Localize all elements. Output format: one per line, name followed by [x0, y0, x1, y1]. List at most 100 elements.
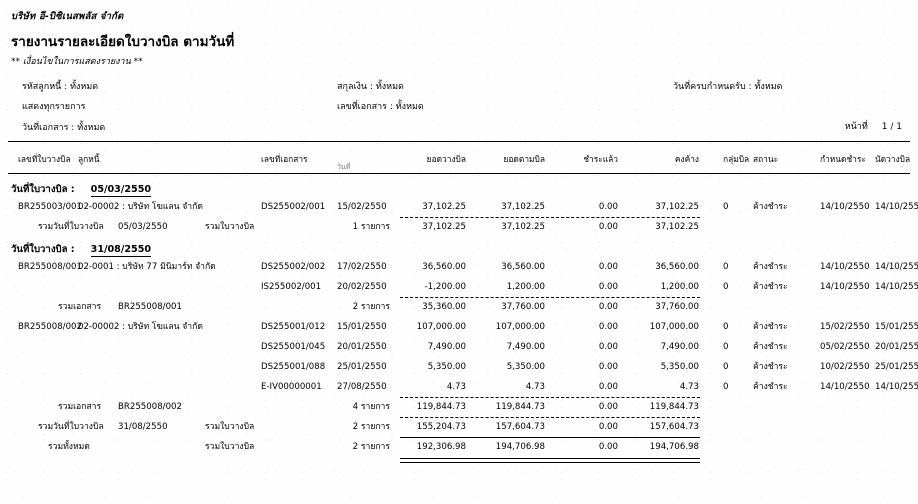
bill-date-group-value: 05/03/2550 [90, 184, 152, 197]
cell-bill-date: 14/10/2550 [875, 262, 918, 272]
bill-date-total-paid: 0.00 [598, 222, 618, 232]
cell-balance: 4.73 [679, 382, 699, 392]
bill-date-total-balance: 37,102.25 [655, 222, 699, 232]
doc-subtotal-ref: BR255008/001 [118, 302, 182, 312]
cell-amount-bill: 5,350.00 [427, 362, 466, 372]
column-header-amt_bill: ยอดวางบิล [426, 154, 466, 164]
cell-due-date: 10/02/2550 [820, 362, 870, 372]
cell-due-date: 14/10/2550 [820, 282, 870, 292]
cell-bill-group: 0 [723, 382, 729, 392]
doc-subtotal-label: รวมเอกสาร [58, 302, 102, 312]
cell-doc-no: DS255002/001 [261, 202, 326, 212]
bill-date-total-mid-label: รวมใบวางบิล [205, 222, 255, 232]
cell-bill-group: 0 [723, 322, 729, 332]
status-badge: ค้างชำระ [753, 342, 788, 352]
cell-bill-no: BR255008/002 [18, 322, 82, 332]
grand-total-amount-bill: 192,306.98 [416, 442, 466, 452]
cell-amount-due: 107,000.00 [495, 322, 545, 332]
cell-doc-date: 20/02/2550 [337, 282, 387, 292]
cell-amount-due: 4.73 [525, 382, 545, 392]
cell-doc-date: 15/01/2550 [337, 322, 387, 332]
cell-doc-no: DS255002/002 [261, 262, 326, 272]
column-header-group: กลุ่มบิล [723, 154, 750, 164]
doc-subtotal-count: 2 รายการ [352, 302, 390, 312]
cell-bill-group: 0 [723, 342, 729, 352]
column-header-status: สถานะ [753, 154, 779, 164]
bill-date-total-amount-bill: 37,102.25 [422, 222, 466, 232]
header-divider-bottom [8, 173, 910, 174]
doc-subtotal-amount-bill: 35,360.00 [422, 302, 466, 312]
doc-subtotal-label: รวมเอกสาร [58, 402, 102, 412]
cell-bill-date: 20/01/2550 [875, 342, 918, 352]
cell-amount-bill: 7,490.00 [427, 342, 466, 352]
doc-subtotal-count: 4 รายการ [352, 402, 390, 412]
cell-bill-date: 14/10/2550 [875, 282, 918, 292]
grand-total-amount-due: 194,706.98 [495, 442, 545, 452]
cell-balance: 1,200.00 [660, 282, 699, 292]
cell-doc-no: DS255001/045 [261, 342, 326, 352]
grand-total-rule-bottom [400, 458, 700, 463]
bill-date-total-date: 31/08/2550 [118, 422, 168, 432]
grand-total-label: รวมทั้งหมด [48, 442, 90, 452]
cell-amount-bill: 107,000.00 [416, 322, 466, 332]
cell-doc-date: 25/01/2550 [337, 362, 387, 372]
cell-bill-group: 0 [723, 282, 729, 292]
bill-date-total-rule [400, 417, 700, 418]
bill-date-total-date: 05/03/2550 [118, 222, 168, 232]
column-header-amt_due: ยอดตามบิล [503, 154, 546, 164]
cell-bill-date: 14/10/2550 [875, 202, 918, 212]
cell-paid: 0.00 [598, 342, 618, 352]
criteria-debtor-code: รหัสลูกหนี้ : ทั้งหมด [22, 82, 99, 92]
cell-doc-date: 15/02/2550 [337, 202, 387, 212]
cell-paid: 0.00 [598, 262, 618, 272]
cell-due-date: 14/10/2550 [820, 202, 870, 212]
doc-subtotal-rule [400, 397, 700, 398]
cell-doc-no: IS255002/001 [261, 282, 322, 292]
status-badge: ค้างชำระ [753, 202, 788, 212]
cell-due-date: 14/10/2550 [820, 382, 870, 392]
cell-amount-due: 1,200.00 [506, 282, 545, 292]
cell-doc-no: E-IV00000001 [261, 382, 322, 392]
column-header-doc_no: เลขที่เอกสาร [261, 154, 308, 164]
doc-subtotal-ref: BR255008/002 [118, 402, 182, 412]
page-title: รายงานรายละเอียดใบวางบิล ตามวันที่ [11, 34, 235, 50]
company-name: บริษัท อี-บิซิเนสพลัส จำกัด [11, 11, 124, 22]
bill-date-total-balance: 157,604.73 [649, 422, 699, 432]
cell-customer: 02-0001 : บริษัท 77 มินิมาร์ท จำกัด [78, 262, 216, 272]
doc-subtotal-rule [400, 297, 700, 298]
cell-balance: 5,350.00 [660, 362, 699, 372]
status-badge: ค้างชำระ [753, 382, 788, 392]
column-header-bill_no: เลขที่ใบวางบิล [18, 154, 71, 164]
cell-amount-bill: 36,560.00 [422, 262, 466, 272]
status-badge: ค้างชำระ [753, 262, 788, 272]
conditions-heading: ** เงื่อนไขในการแสดงรายงาน ** [11, 57, 143, 67]
cell-due-date: 05/02/2550 [820, 342, 870, 352]
doc-subtotal-amount-due: 119,844.73 [495, 402, 545, 412]
status-badge: ค้างชำระ [753, 322, 788, 332]
bill-date-group-header: วันที่ใบวางบิล : 31/08/2550 [11, 242, 152, 257]
cell-bill-date: 25/01/2550 [875, 362, 918, 372]
criteria-due-date: วันที่ครบกำหนดรับ : ทั้งหมด [673, 82, 783, 92]
cell-doc-date: 20/01/2550 [337, 342, 387, 352]
cell-amount-bill: 37,102.25 [422, 202, 466, 212]
criteria-doc-date: วันที่เอกสาร : ทั้งหมด [22, 123, 106, 133]
column-header-doc_date: วันที่ [337, 163, 351, 171]
doc-subtotal-amount-due: 37,760.00 [501, 302, 545, 312]
column-header-paid: ชำระแล้ว [583, 154, 618, 164]
cell-bill-group: 0 [723, 362, 729, 372]
cell-bill-no: BR255008/001 [18, 262, 82, 272]
status-badge: ค้างชำระ [753, 362, 788, 372]
criteria-show-all: แสดงทุกรายการ [22, 102, 86, 112]
cell-bill-date: 14/10/2550 [875, 382, 918, 392]
cell-balance: 37,102.25 [655, 202, 699, 212]
cell-bill-date: 15/01/2550 [875, 322, 918, 332]
cell-balance: 107,000.00 [649, 322, 699, 332]
criteria-currency: สกุลเงิน : ทั้งหมด [337, 82, 404, 92]
cell-amount-bill: -1,200.00 [424, 282, 466, 292]
bill-date-total-label: รวมวันที่ใบวางบิล [38, 222, 104, 232]
grand-total-balance: 194,706.98 [649, 442, 699, 452]
grand-total-rule-top [400, 437, 700, 438]
cell-balance: 7,490.00 [660, 342, 699, 352]
